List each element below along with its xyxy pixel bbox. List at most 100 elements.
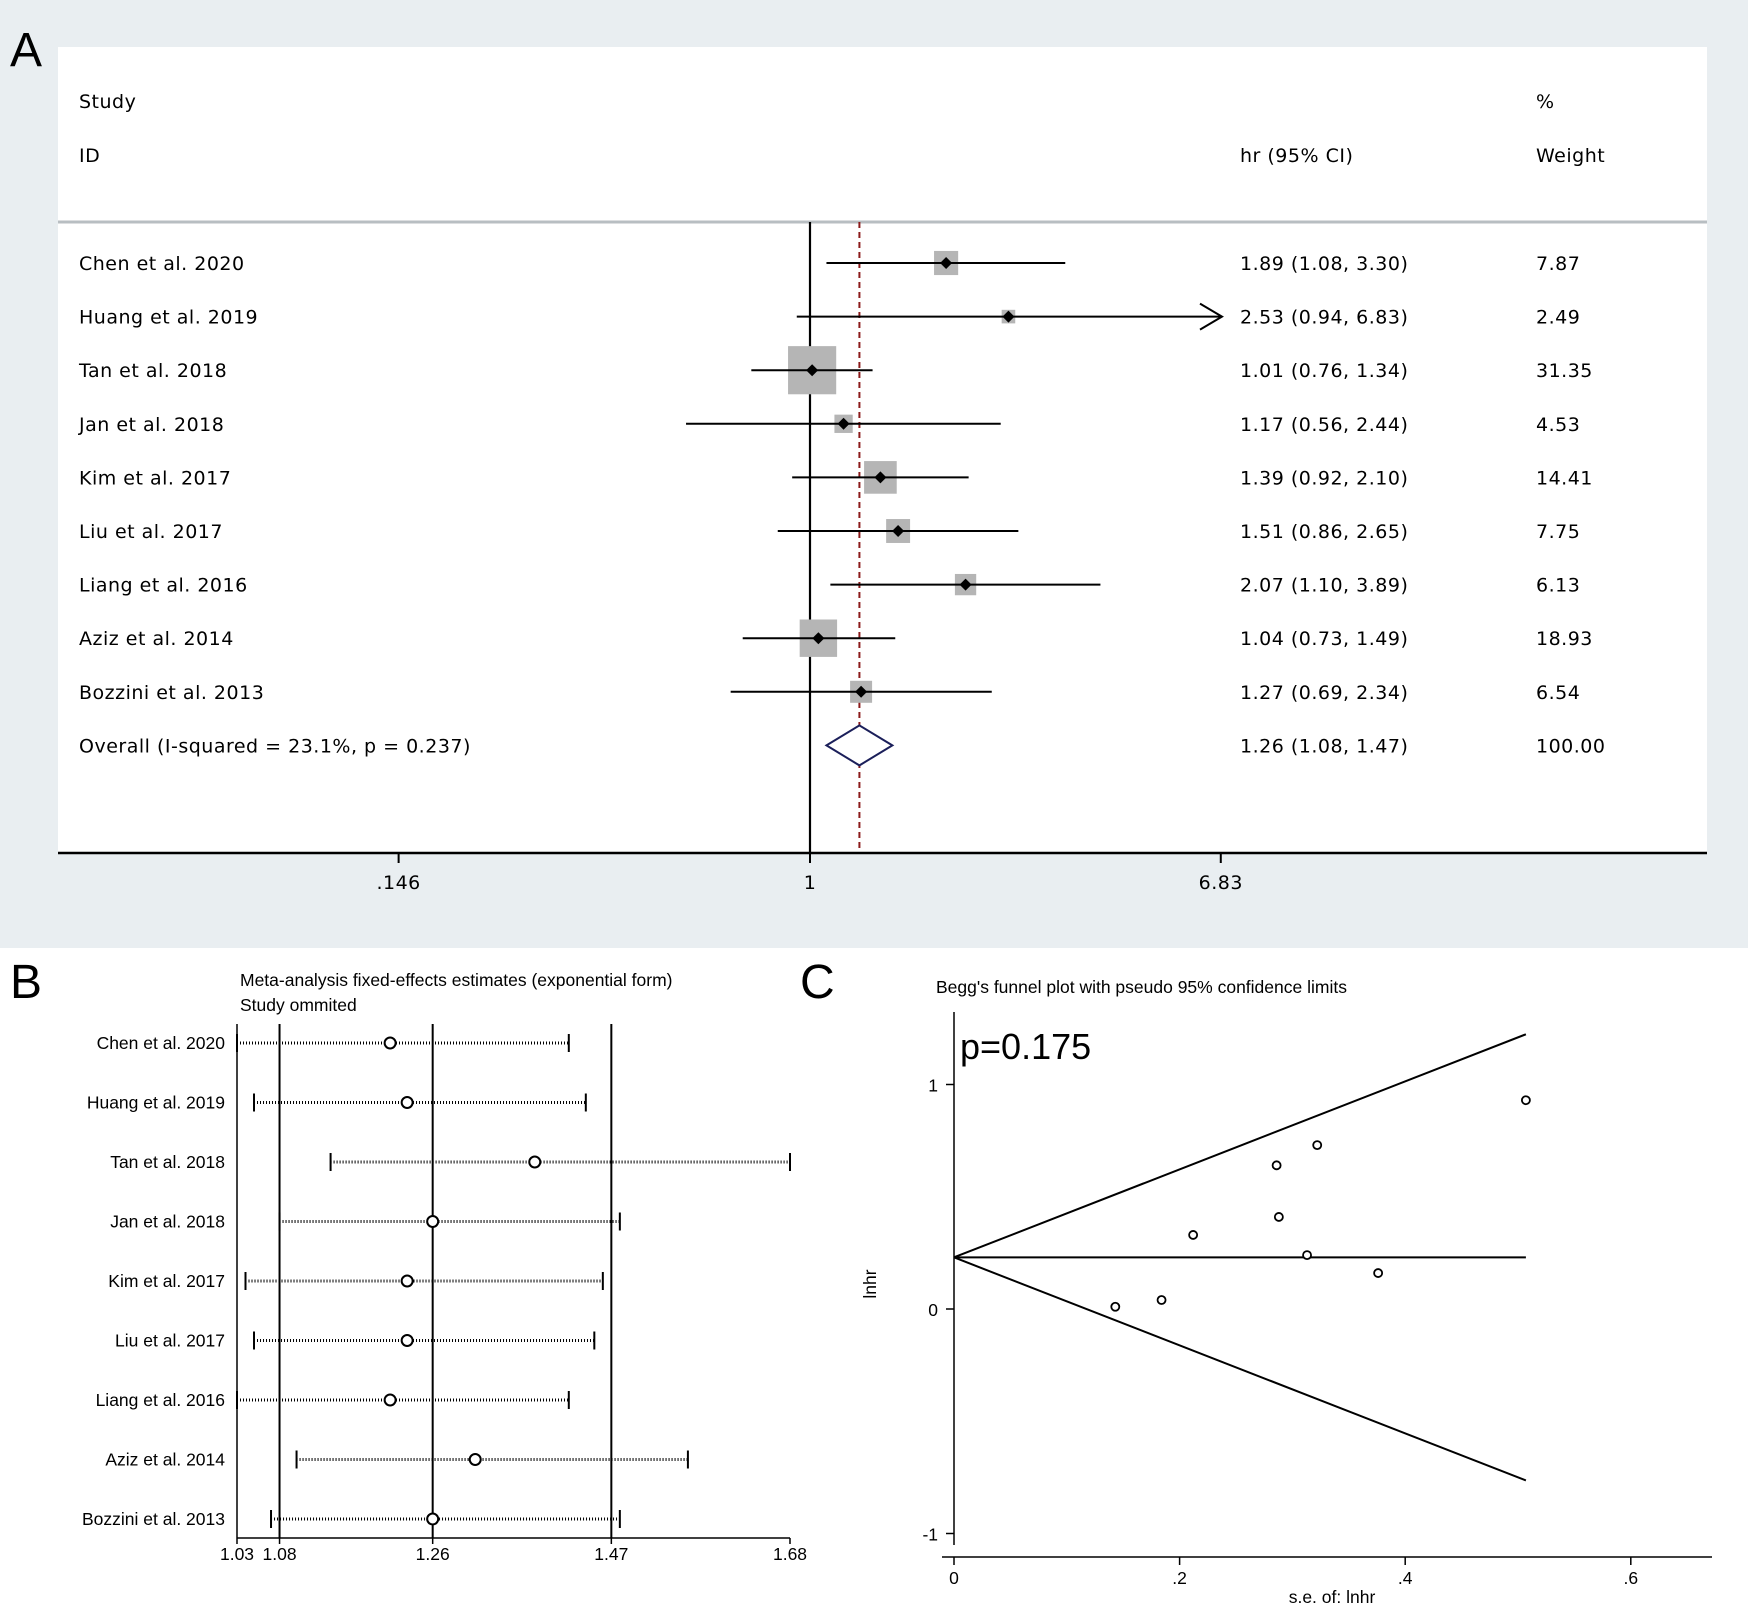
panel-c-xlabel: s.e. of: lnhr [1289, 1587, 1376, 1607]
study-point [1271, 1160, 1282, 1171]
y-tick-label: -1 [922, 1525, 938, 1545]
p-value-annotation: p=0.175 [960, 1026, 1091, 1067]
panel-b-sensitivity-plot: Meta-analysis fixed-effects estimates (e… [82, 970, 807, 1564]
study-hr-ci: 1.17 (0.56, 2.44) [1240, 414, 1408, 436]
point-estimate [812, 632, 825, 645]
panel-letter-b: B [10, 956, 42, 1009]
x-tick-label: 1.47 [594, 1544, 628, 1564]
study-point [1302, 1250, 1312, 1261]
estimate-point [426, 1215, 440, 1228]
panel-c-title: Begg's funnel plot with pseudo 95% confi… [936, 977, 1347, 997]
estimate-point [383, 1393, 397, 1407]
study-point [1312, 1140, 1323, 1151]
omitted-study-name: Huang et al. 2019 [87, 1093, 225, 1113]
study-name: Jan et al. 2018 [78, 414, 224, 436]
study-name: Liu et al. 2017 [79, 521, 223, 543]
panel-c-funnel-plot: Begg's funnel plot with pseudo 95% confi… [860, 977, 1712, 1607]
study-name: Bozzini et al. 2013 [79, 682, 264, 704]
study-hr-ci: 1.51 (0.86, 2.65) [1240, 521, 1408, 543]
ci-arrow [1199, 302, 1224, 331]
study-name: Chen et al. 2020 [79, 253, 245, 275]
header-study: Study [79, 91, 136, 113]
estimate-point [400, 1096, 414, 1109]
x-tick-label: 1.08 [263, 1544, 297, 1564]
x-tick-label: .146 [376, 872, 420, 894]
study-weight: 7.87 [1536, 253, 1580, 275]
study-hr-ci: 1.39 (0.92, 2.10) [1240, 467, 1408, 489]
estimate-point [383, 1036, 397, 1050]
study-name: Huang et al. 2019 [79, 307, 258, 329]
study-weight: 4.53 [1536, 414, 1580, 436]
study-name: Liang et al. 2016 [79, 575, 248, 597]
point-estimate [874, 471, 887, 484]
overall-diamond [824, 724, 895, 767]
study-weight: 18.93 [1536, 628, 1593, 650]
header-weight: Weight [1536, 145, 1605, 167]
point-estimate [892, 525, 905, 537]
x-tick-label: 1.03 [220, 1544, 254, 1564]
estimate-point [468, 1453, 482, 1466]
header-hr: hr (95% CI) [1240, 145, 1353, 167]
lower-confidence-limit [953, 1256, 1527, 1482]
y-tick-label: 1 [928, 1076, 938, 1096]
study-weight: 2.49 [1536, 307, 1580, 329]
study-hr-ci: 1.01 (0.76, 1.34) [1240, 360, 1408, 382]
x-tick-label: 6.83 [1199, 872, 1243, 894]
omitted-study-name: Liang et al. 2016 [96, 1390, 225, 1410]
omitted-study-name: Bozzini et al. 2013 [82, 1509, 225, 1529]
study-hr-ci: 2.07 (1.10, 3.89) [1240, 575, 1408, 597]
study-hr-ci: 1.89 (1.08, 3.30) [1240, 253, 1408, 275]
study-point [1110, 1301, 1121, 1312]
point-estimate [837, 417, 850, 430]
x-tick-label: 1 [804, 872, 817, 894]
point-estimate [959, 578, 972, 591]
x-tick-label: .4 [1398, 1568, 1413, 1588]
omitted-study-name: Kim et al. 2017 [108, 1271, 225, 1291]
study-hr-ci: 1.04 (0.73, 1.49) [1240, 628, 1408, 650]
overall-hr-ci: 1.26 (1.08, 1.47) [1240, 735, 1408, 757]
panel-letter-a: A [10, 24, 42, 77]
y-tick-label: 0 [928, 1300, 938, 1320]
study-hr-ci: 1.27 (0.69, 2.34) [1240, 682, 1408, 704]
x-tick-label: .6 [1623, 1568, 1638, 1588]
omitted-study-name: Jan et al. 2018 [110, 1212, 225, 1232]
x-tick-label: .2 [1172, 1568, 1187, 1588]
forest-plot-area [58, 47, 1707, 853]
estimate-point [400, 1334, 414, 1347]
point-estimate [1002, 310, 1015, 323]
point-estimate [855, 685, 868, 698]
point-estimate [940, 257, 953, 269]
study-point [1373, 1268, 1384, 1278]
x-tick-label: 1.26 [416, 1544, 450, 1564]
panel-b-title: Meta-analysis fixed-effects estimates (e… [240, 970, 673, 990]
study-hr-ci: 2.53 (0.94, 6.83) [1240, 307, 1408, 329]
x-tick-label: 0 [949, 1568, 959, 1588]
study-name: Tan et al. 2018 [78, 360, 227, 382]
panel-a-forest-plot: Study ID hr (95% CI) % Weight Chen et al… [58, 47, 1707, 894]
study-point [1156, 1295, 1167, 1305]
study-name: Aziz et al. 2014 [79, 628, 234, 650]
panel-b-subtitle: Study ommited [240, 995, 357, 1015]
study-weight: 31.35 [1536, 360, 1593, 382]
study-weight: 6.54 [1536, 682, 1580, 704]
omitted-study-name: Aziz et al. 2014 [105, 1450, 225, 1470]
estimate-point [400, 1274, 414, 1288]
header-id: ID [79, 145, 100, 167]
omitted-study-name: Liu et al. 2017 [115, 1331, 225, 1351]
study-point [1520, 1095, 1531, 1106]
study-point [1273, 1212, 1284, 1222]
study-weight: 7.75 [1536, 521, 1580, 543]
omitted-study-name: Tan et al. 2018 [110, 1152, 225, 1172]
omitted-study-name: Chen et al. 2020 [97, 1033, 226, 1053]
upper-confidence-limit [953, 1033, 1527, 1259]
panel-c-ylabel: lnhr [860, 1269, 880, 1298]
study-weight: 6.13 [1536, 575, 1580, 597]
study-name: Kim et al. 2017 [79, 467, 231, 489]
point-estimate [806, 364, 819, 377]
overall-weight: 100.00 [1536, 735, 1605, 757]
study-point [1188, 1230, 1199, 1240]
panel-letter-c: C [800, 956, 835, 1009]
estimate-point [528, 1155, 542, 1169]
overall-label: Overall (I-squared = 23.1%, p = 0.237) [79, 735, 471, 757]
